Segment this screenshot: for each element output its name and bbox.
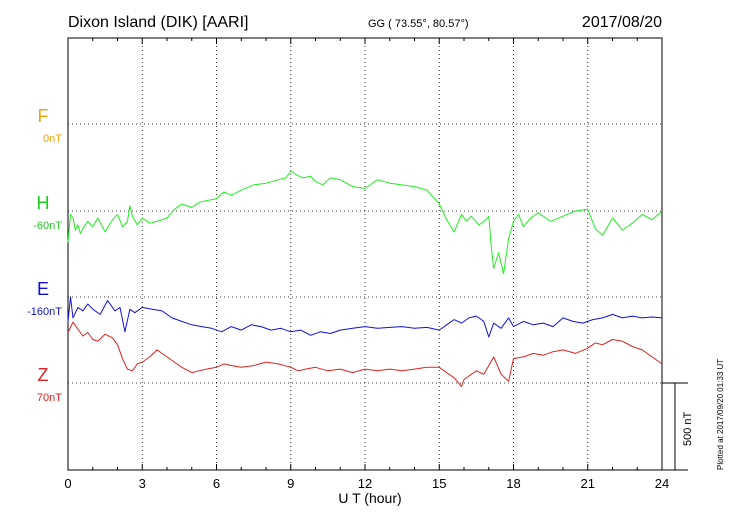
component-z-name: Z: [38, 365, 49, 385]
x-tick-label: 9: [287, 476, 294, 491]
x-tick-label: 18: [506, 476, 520, 491]
grid: [68, 38, 662, 470]
x-axis-label: U T (hour): [338, 490, 401, 506]
series-e-line: [67, 296, 663, 338]
scale-bar-label: 500 nT: [682, 411, 694, 446]
coordinates-label: GG ( 73.55°, 80.57°): [368, 18, 469, 30]
component-h-name: H: [37, 193, 50, 213]
x-tick-label: 3: [139, 476, 146, 491]
component-f-baseline: 0nT: [43, 133, 62, 145]
series-z-line: [67, 321, 663, 387]
component-labels: F 0nT H -60nT E -160nT Z 70nT: [27, 106, 62, 404]
component-e-name: E: [37, 279, 49, 299]
x-tick-label: 6: [213, 476, 220, 491]
component-e-baseline: -160nT: [27, 306, 62, 318]
x-tick-label: 0: [64, 476, 71, 491]
x-axis-ticks: 0 3 6 9 12 15 18 21 24: [64, 38, 669, 491]
date-label: 2017/08/20: [582, 14, 662, 31]
component-h-baseline: -60nT: [33, 220, 62, 232]
series-layer: [67, 170, 663, 387]
plotted-timestamp: Plotted at 2017/09/20 01:33 UT: [716, 359, 725, 470]
scale-bar: 500 nT: [662, 382, 694, 471]
component-f-name: F: [38, 106, 49, 126]
x-tick-label: 15: [432, 476, 446, 491]
series-h-line: [67, 170, 663, 275]
component-z-baseline: 70nT: [37, 392, 62, 404]
x-tick-label: 21: [581, 476, 595, 491]
x-tick-label: 24: [655, 476, 669, 491]
station-title: Dixon Island (DIK) [AARI]: [68, 14, 249, 31]
x-tick-label: 12: [358, 476, 372, 491]
